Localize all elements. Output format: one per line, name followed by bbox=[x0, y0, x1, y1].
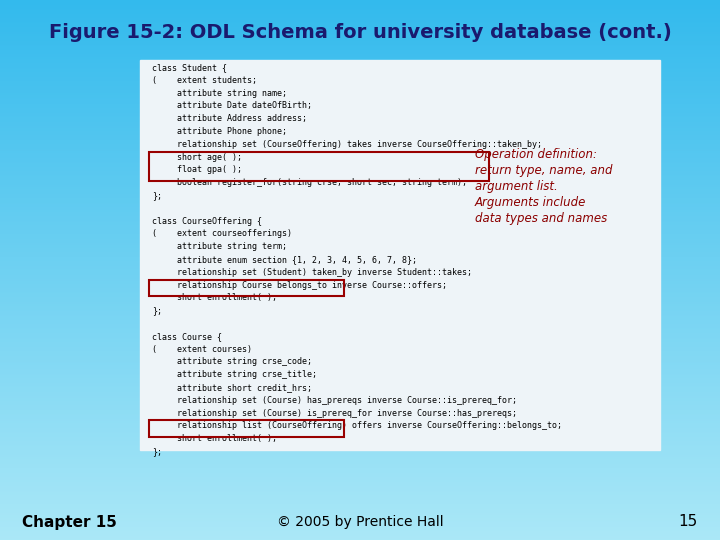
Text: (    extent courseofferings): ( extent courseofferings) bbox=[152, 230, 292, 238]
Text: data types and names: data types and names bbox=[475, 212, 607, 225]
Text: relationship set (Student) taken_by inverse Student::takes;: relationship set (Student) taken_by inve… bbox=[152, 268, 472, 277]
Bar bbox=[149, 152, 489, 181]
Text: relationship Course belongs_to inverse Course::offers;: relationship Course belongs_to inverse C… bbox=[152, 281, 447, 289]
Text: © 2005 by Prentice Hall: © 2005 by Prentice Hall bbox=[276, 515, 444, 529]
Text: relationship set (CourseOffering) takes inverse CourseOffering::taken_by;: relationship set (CourseOffering) takes … bbox=[152, 140, 542, 149]
Text: relationship set (Course) is_prereq_for inverse Course::has_prereqs;: relationship set (Course) is_prereq_for … bbox=[152, 409, 517, 417]
Text: attribute Phone phone;: attribute Phone phone; bbox=[152, 127, 287, 136]
Text: return type, name, and: return type, name, and bbox=[475, 164, 613, 177]
Text: attribute string crse_title;: attribute string crse_title; bbox=[152, 370, 317, 379]
Text: attribute enum section {1, 2, 3, 4, 5, 6, 7, 8};: attribute enum section {1, 2, 3, 4, 5, 6… bbox=[152, 255, 417, 264]
Text: Chapter 15: Chapter 15 bbox=[22, 515, 117, 530]
Text: };: }; bbox=[152, 306, 162, 315]
Text: short age( );: short age( ); bbox=[152, 153, 242, 161]
Text: attribute string crse_code;: attribute string crse_code; bbox=[152, 357, 312, 367]
Text: attribute short credit_hrs;: attribute short credit_hrs; bbox=[152, 383, 312, 392]
Bar bbox=[140, 60, 660, 450]
Text: Arguments include: Arguments include bbox=[475, 196, 586, 209]
Text: class Student {: class Student { bbox=[152, 63, 227, 72]
Text: class Course {: class Course { bbox=[152, 332, 222, 341]
Text: short enrollment( );: short enrollment( ); bbox=[152, 434, 277, 443]
Text: boolean register_for(string crse, short sec, string term);: boolean register_for(string crse, short … bbox=[152, 178, 467, 187]
Bar bbox=[149, 421, 344, 437]
Text: attribute string name;: attribute string name; bbox=[152, 89, 287, 98]
Text: relationship set (Course) has_prereqs inverse Course::is_prereq_for;: relationship set (Course) has_prereqs in… bbox=[152, 396, 517, 405]
Text: Operation definition:: Operation definition: bbox=[475, 148, 597, 161]
Text: Figure 15-2: ODL Schema for university database (cont.): Figure 15-2: ODL Schema for university d… bbox=[49, 23, 671, 42]
Text: attribute string term;: attribute string term; bbox=[152, 242, 287, 251]
Text: class CourseOffering {: class CourseOffering { bbox=[152, 217, 262, 226]
Text: attribute Address address;: attribute Address address; bbox=[152, 114, 307, 123]
Text: argument list.: argument list. bbox=[475, 180, 558, 193]
Text: short enrollment( );: short enrollment( ); bbox=[152, 293, 277, 302]
Text: attribute Date dateOfBirth;: attribute Date dateOfBirth; bbox=[152, 102, 312, 110]
Text: float gpa( );: float gpa( ); bbox=[152, 165, 242, 174]
Bar bbox=[149, 280, 344, 296]
Text: relationship list (CourseOffering) offers inverse CourseOffering::belongs_to;: relationship list (CourseOffering) offer… bbox=[152, 421, 562, 430]
Text: (    extent courses): ( extent courses) bbox=[152, 345, 252, 354]
Text: 15: 15 bbox=[679, 515, 698, 530]
Text: (    extent students;: ( extent students; bbox=[152, 76, 257, 85]
Text: };: }; bbox=[152, 447, 162, 456]
Text: };: }; bbox=[152, 191, 162, 200]
